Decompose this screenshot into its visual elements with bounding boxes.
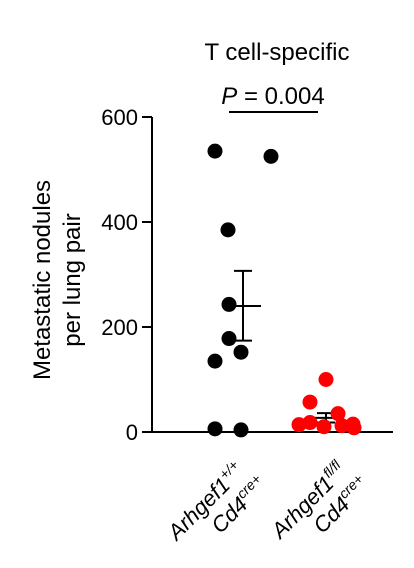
data-points (207, 143, 362, 438)
data-point-group2-2 (302, 394, 318, 410)
p-value-label: P = 0.004 (221, 83, 324, 110)
data-point-group2-3 (330, 406, 346, 422)
y-tick-label-400: 400 (101, 210, 138, 235)
data-point-group1-3 (220, 222, 236, 238)
y-axis-label-line1: Metastatic nodules (29, 180, 56, 380)
p-symbol: P (221, 83, 237, 110)
y-tick-label-600: 600 (101, 105, 138, 130)
data-point-group1-2 (263, 148, 279, 164)
data-point-group1-4 (221, 296, 237, 312)
p-value-text: = 0.004 (237, 83, 324, 110)
category-label-1: Arhgef1+/+ Cd4cre+ (155, 447, 272, 564)
data-point-group2-6 (291, 417, 307, 433)
data-point-group2-1 (318, 372, 334, 387)
data-point-group2-9 (346, 420, 362, 436)
category-label-2: Arhgef1fl/fl Cd4cre+ (259, 447, 374, 562)
y-axis-label-line2: per lung pair (59, 213, 86, 346)
data-point-group2-8 (316, 419, 332, 435)
data-point-group1-9 (233, 422, 249, 438)
data-point-group2-7 (334, 418, 350, 434)
data-point-group1-8 (207, 421, 223, 437)
data-point-group1-6 (233, 344, 249, 360)
chart-title: T cell-specific (205, 39, 350, 66)
data-point-group1-1 (207, 143, 223, 159)
data-point-group1-5 (221, 331, 237, 347)
significance-annotation: P = 0.004 (221, 83, 325, 113)
data-point-group1-7 (207, 353, 223, 369)
y-tick-label-0: 0 (126, 420, 138, 445)
y-tick-label-200: 200 (101, 315, 138, 340)
y-axis-label: Metastatic nodules per lung pair (29, 180, 86, 380)
axes: 0 200 400 600 (101, 105, 393, 445)
x-category-labels: Arhgef1+/+ Cd4cre+ Arhgef1fl/fl Cd4cre+ (155, 447, 374, 564)
